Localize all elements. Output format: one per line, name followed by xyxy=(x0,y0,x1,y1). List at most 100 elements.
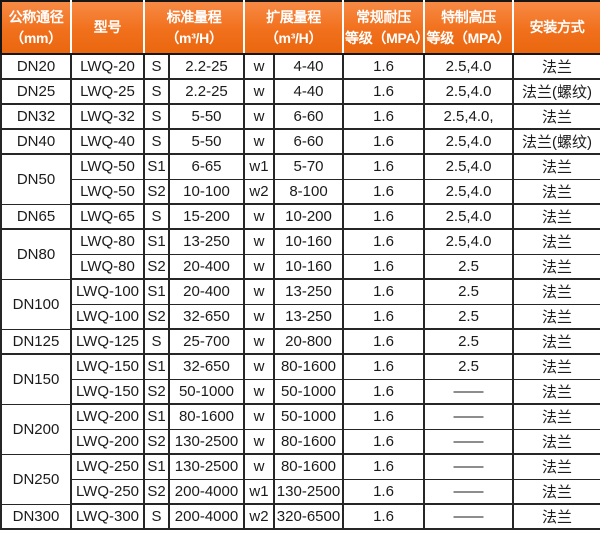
header-extended-range: 扩展量程 （m³/H） xyxy=(243,0,344,55)
extended-range-cell: 130-2500 xyxy=(273,478,344,505)
table-row: LWQ-80 S2 20-400 w 10-160 1.6 2.5 法兰 xyxy=(1,253,600,280)
extended-class-cell: w xyxy=(243,403,275,430)
table-row: DN20 LWQ-20 S 2.2-25 w 4-40 1.6 2.5,4.0 法兰 xyxy=(0,53,600,80)
standard-class-cell: S1 xyxy=(143,453,170,480)
standard-class-cell: S2 xyxy=(143,478,170,505)
extended-range-cell: 80-1600 xyxy=(273,428,344,455)
standard-class-cell: S2 xyxy=(143,378,170,405)
table-row: DN25 LWQ-25 S 2.2-25 w 4-40 1.6 2.5,4.0 法兰(螺纹) xyxy=(0,78,600,105)
table-row: DN80 LWQ-80 S1 13-250 w 10-160 1.6 2.5,4.0 法兰 xyxy=(0,228,600,280)
standard-class-cell: S2 xyxy=(143,303,170,330)
table-body: DN20 LWQ-20 S 2.2-25 w 4-40 1.6 2.5,4.0 法兰 DN25 LW… xyxy=(0,53,600,530)
normal-pressure-cell: 1.6 xyxy=(342,78,425,105)
high-pressure-cell: 2.5 xyxy=(423,328,514,355)
extended-class-cell: w xyxy=(243,278,275,305)
high-pressure-cell: 2.5,4.0 xyxy=(423,228,514,255)
table-row: LWQ-250 S2 200-4000 w1 130-2500 1.6 —— 法兰 xyxy=(1,478,600,505)
standard-class-cell: S xyxy=(143,103,170,130)
normal-pressure-cell: 1.6 xyxy=(342,178,425,205)
table-row: DN50 LWQ-50 S1 6-65 w1 5-70 1.6 2.5,4.0 法兰 xyxy=(0,153,600,205)
extended-range-cell: 6-60 xyxy=(273,103,344,130)
table-row: DN40 LWQ-40 S 5-50 w 6-60 1.6 2.5,4.0 法兰(螺纹) xyxy=(0,128,600,155)
header-standard-range: 标准量程 （m³/H） xyxy=(143,0,245,55)
extended-class-cell: w xyxy=(243,453,275,480)
installation-cell: 法兰 xyxy=(512,428,600,455)
installation-cell: 法兰 xyxy=(512,228,600,255)
standard-class-cell: S1 xyxy=(143,278,170,305)
standard-class-cell: S xyxy=(143,128,170,155)
installation-cell: 法兰 xyxy=(512,153,600,180)
table-row: LWQ-100 S2 32-650 w 13-250 1.6 2.5 法兰 xyxy=(1,303,600,330)
table-row: DN32 LWQ-32 S 5-50 w 6-60 1.6 2.5,4.0, 法兰 xyxy=(0,103,600,130)
extended-range-cell: 6-60 xyxy=(273,128,344,155)
standard-range-cell: 25-700 xyxy=(168,328,245,355)
installation-cell: 法兰 xyxy=(512,503,600,530)
table-row: DN300 LWQ-300 S 200-4000 w2 320-6500 1.6 —— 法兰 xyxy=(0,503,600,530)
model-cell: LWQ-200 xyxy=(70,403,145,430)
header-installation-method: 安装方式 xyxy=(512,0,600,55)
installation-cell: 法兰 xyxy=(512,403,600,430)
installation-cell: 法兰 xyxy=(512,253,600,280)
extended-range-cell: 4-40 xyxy=(273,78,344,105)
standard-range-cell: 32-650 xyxy=(168,303,245,330)
standard-class-cell: S1 xyxy=(143,403,170,430)
nominal-diameter-cell: DN80 xyxy=(0,228,72,280)
normal-pressure-cell: 1.6 xyxy=(342,328,425,355)
extended-range-cell: 13-250 xyxy=(273,278,344,305)
high-pressure-cell: —— xyxy=(423,478,514,505)
extended-range-cell: 50-1000 xyxy=(273,403,344,430)
normal-pressure-cell: 1.6 xyxy=(342,428,425,455)
model-cell: LWQ-65 xyxy=(70,203,145,230)
extended-class-cell: w xyxy=(243,128,275,155)
nominal-diameter-cell: DN20 xyxy=(0,53,72,80)
nominal-diameter-cell: DN300 xyxy=(0,503,72,530)
model-cell: LWQ-20 xyxy=(70,53,145,80)
standard-range-cell: 10-100 xyxy=(168,178,245,205)
high-pressure-cell: 2.5 xyxy=(423,278,514,305)
model-cell: LWQ-100 xyxy=(70,278,145,305)
normal-pressure-cell: 1.6 xyxy=(342,403,425,430)
normal-pressure-cell: 1.6 xyxy=(342,103,425,130)
table-row: LWQ-50 S2 10-100 w2 8-100 1.6 2.5,4.0 法兰 xyxy=(1,178,600,205)
installation-cell: 法兰 xyxy=(512,328,600,355)
model-cell: LWQ-50 xyxy=(70,153,145,180)
standard-class-cell: S1 xyxy=(143,228,170,255)
model-cell: LWQ-125 xyxy=(70,328,145,355)
installation-cell: 法兰 xyxy=(512,378,600,405)
table-row: DN125 LWQ-125 S 25-700 w 20-800 1.6 2.5 法兰 xyxy=(0,328,600,355)
installation-cell: 法兰 xyxy=(512,303,600,330)
nominal-diameter-cell: DN150 xyxy=(0,353,72,405)
standard-class-cell: S2 xyxy=(143,178,170,205)
standard-range-cell: 80-1600 xyxy=(168,403,245,430)
nominal-diameter-cell: DN100 xyxy=(0,278,72,330)
normal-pressure-cell: 1.6 xyxy=(342,53,425,80)
normal-pressure-cell: 1.6 xyxy=(342,353,425,380)
extended-class-cell: w xyxy=(243,228,275,255)
table-row: DN65 LWQ-65 S 15-200 w 10-200 1.6 2.5,4.0 法兰 xyxy=(0,203,600,230)
model-cell: LWQ-32 xyxy=(70,103,145,130)
nominal-diameter-cell: DN50 xyxy=(0,153,72,205)
standard-class-cell: S xyxy=(143,78,170,105)
installation-cell: 法兰 xyxy=(512,203,600,230)
high-pressure-cell: 2.5,4.0 xyxy=(423,53,514,80)
table-row: DN200 LWQ-200 S1 80-1600 w 50-1000 1.6 —— 法兰 xyxy=(0,403,600,455)
normal-pressure-cell: 1.6 xyxy=(342,303,425,330)
normal-pressure-cell: 1.6 xyxy=(342,128,425,155)
model-cell: LWQ-80 xyxy=(70,253,145,280)
high-pressure-cell: 2.5,4.0 xyxy=(423,78,514,105)
high-pressure-cell: 2.5,4.0, xyxy=(423,103,514,130)
extended-range-cell: 10-160 xyxy=(273,253,344,280)
model-cell: LWQ-50 xyxy=(70,178,145,205)
normal-pressure-cell: 1.6 xyxy=(342,253,425,280)
extended-class-cell: w xyxy=(243,328,275,355)
extended-class-cell: w xyxy=(243,353,275,380)
high-pressure-cell: —— xyxy=(423,503,514,530)
nominal-diameter-cell: DN40 xyxy=(0,128,72,155)
nominal-diameter-cell: DN200 xyxy=(0,403,72,455)
extended-range-cell: 10-200 xyxy=(273,203,344,230)
extended-class-cell: w xyxy=(243,203,275,230)
header-nominal-diameter: 公称通径 （mm） xyxy=(0,0,72,55)
installation-cell: 法兰 xyxy=(512,178,600,205)
extended-class-cell: w xyxy=(243,253,275,280)
